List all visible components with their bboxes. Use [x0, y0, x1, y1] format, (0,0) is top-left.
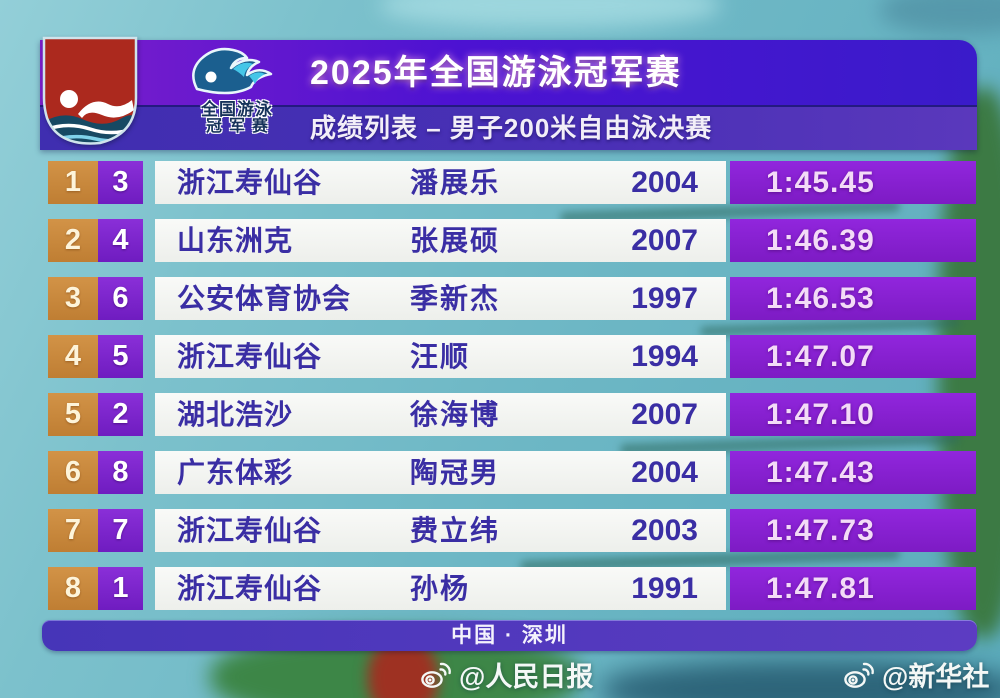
birth-year: 2004 — [631, 456, 698, 489]
team-name: 广东体彩 — [177, 457, 294, 488]
lane-cell: 8 — [98, 451, 143, 494]
birth-year: 2003 — [631, 514, 698, 547]
event-logo-text-line2: 冠军赛 — [205, 118, 275, 135]
table-row: 5 2 湖北浩沙 徐海博 2007 1:47.10 — [0, 393, 1000, 436]
athlete-cell: 浙江寿仙谷 孙杨 1991 — [155, 567, 726, 610]
birth-year: 2004 — [631, 166, 698, 199]
backdrop-dark-blob — [880, 0, 1000, 34]
watermark-xinhua: @新华社 — [843, 655, 989, 694]
header: 2025年全国游泳冠军赛 成绩列表 – 男子200米自由泳决赛 全国游泳 冠军赛 — [40, 40, 977, 150]
athlete-name: 潘展乐 — [410, 167, 501, 198]
athlete-name: 孙杨 — [410, 573, 471, 604]
weibo-icon — [843, 659, 875, 691]
time-cell: 1:47.73 — [730, 509, 976, 552]
lane-cell: 6 — [98, 277, 143, 320]
event-logo-text-line1: 全国游泳 — [201, 100, 273, 119]
header-subtitle-band — [40, 105, 977, 150]
time-cell: 1:46.39 — [730, 219, 976, 262]
rank-cell: 8 — [48, 567, 98, 610]
lane-cell: 2 — [98, 393, 143, 436]
table-row: 2 4 山东洲克 张展硕 2007 1:46.39 — [0, 219, 1000, 262]
table-row: 4 5 浙江寿仙谷 汪顺 1994 1:47.07 — [0, 335, 1000, 378]
watermark-text: @新华社 — [882, 662, 990, 692]
athlete-name: 汪顺 — [410, 341, 471, 372]
athlete-cell: 广东体彩 陶冠男 2004 — [155, 451, 726, 494]
watermark-peoples-daily: @人民日报 — [420, 655, 593, 694]
athlete-name: 张展硕 — [410, 225, 501, 256]
rank-cell: 1 — [48, 161, 98, 204]
lane-cell: 3 — [98, 161, 143, 204]
rank-cell: 3 — [48, 277, 98, 320]
time-cell: 1:47.81 — [730, 567, 976, 610]
rank-cell: 2 — [48, 219, 98, 262]
athlete-cell: 公安体育协会 季新杰 1997 — [155, 277, 726, 320]
athlete-cell: 湖北浩沙 徐海博 2007 — [155, 393, 726, 436]
team-name: 浙江寿仙谷 — [177, 341, 323, 372]
table-row: 7 7 浙江寿仙谷 费立纬 2003 1:47.73 — [0, 509, 1000, 552]
rank-cell: 4 — [48, 335, 98, 378]
lane-cell: 5 — [98, 335, 143, 378]
rank-cell: 5 — [48, 393, 98, 436]
results-table: 1 3 浙江寿仙谷 潘展乐 2004 1:45.45 2 4 山东洲克 张展硕 … — [0, 161, 1000, 625]
time-cell: 1:47.10 — [730, 393, 976, 436]
event-logo: 全国游泳 冠军赛 — [185, 46, 289, 146]
time-cell: 1:46.53 — [730, 277, 976, 320]
rank-cell: 6 — [48, 451, 98, 494]
table-row: 8 1 浙江寿仙谷 孙杨 1991 1:47.81 — [0, 567, 1000, 610]
table-row: 3 6 公安体育协会 季新杰 1997 1:46.53 — [0, 277, 1000, 320]
rank-cell: 7 — [48, 509, 98, 552]
time-cell: 1:45.45 — [730, 161, 976, 204]
athlete-name: 徐海博 — [410, 399, 501, 430]
table-row: 6 8 广东体彩 陶冠男 2004 1:47.43 — [0, 451, 1000, 494]
team-name: 山东洲克 — [177, 225, 294, 256]
athlete-cell: 浙江寿仙谷 汪顺 1994 — [155, 335, 726, 378]
birth-year: 2007 — [631, 398, 698, 431]
athlete-cell: 浙江寿仙谷 潘展乐 2004 — [155, 161, 726, 204]
shield-logo — [42, 36, 138, 148]
backdrop-dark-streak-bottom — [600, 660, 1000, 698]
birth-year: 1997 — [631, 282, 698, 315]
team-name: 浙江寿仙谷 — [177, 515, 323, 546]
table-row: 1 3 浙江寿仙谷 潘展乐 2004 1:45.45 — [0, 161, 1000, 204]
athlete-name: 费立纬 — [410, 515, 501, 546]
athlete-cell: 浙江寿仙谷 费立纬 2003 — [155, 509, 726, 552]
watermark-text: @人民日报 — [459, 662, 594, 692]
team-name: 浙江寿仙谷 — [177, 573, 323, 604]
team-name: 浙江寿仙谷 — [177, 167, 323, 198]
athlete-name: 陶冠男 — [410, 457, 501, 488]
lane-cell: 4 — [98, 219, 143, 262]
backdrop-light-blob — [380, 0, 720, 28]
lane-cell: 1 — [98, 567, 143, 610]
weibo-icon — [420, 659, 452, 691]
team-name: 公安体育协会 — [177, 283, 352, 314]
birth-year: 1994 — [631, 340, 698, 373]
birth-year: 1991 — [631, 572, 698, 605]
team-name: 湖北浩沙 — [177, 399, 294, 430]
page-title: 2025年全国游泳冠军赛 — [310, 54, 682, 92]
athlete-name: 季新杰 — [410, 283, 501, 314]
lane-cell: 7 — [98, 509, 143, 552]
wave-logo-icon — [187, 47, 287, 102]
athlete-cell: 山东洲克 张展硕 2007 — [155, 219, 726, 262]
birth-year: 2007 — [631, 224, 698, 257]
event-subtitle: 成绩列表 – 男子200米自由泳决赛 — [310, 113, 713, 143]
venue-band: 中国 · 深圳 — [42, 620, 977, 651]
time-cell: 1:47.43 — [730, 451, 976, 494]
time-cell: 1:47.07 — [730, 335, 976, 378]
